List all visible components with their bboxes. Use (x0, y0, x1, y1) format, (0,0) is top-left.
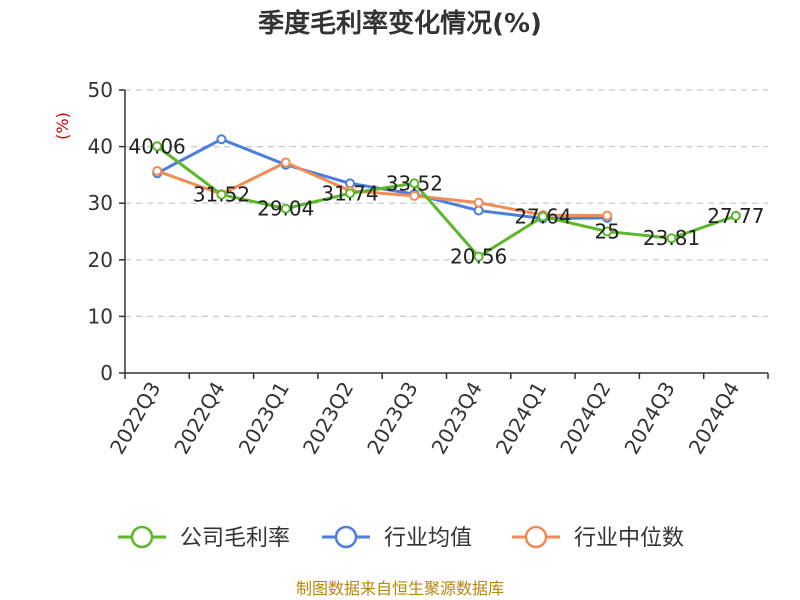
y-tick-label: 40 (88, 135, 113, 159)
data-point[interactable] (666, 233, 677, 244)
data-point[interactable] (280, 203, 291, 214)
data-point[interactable] (280, 157, 291, 168)
y-tick-label: 10 (88, 304, 113, 328)
legend-marker (130, 525, 154, 549)
legend-item[interactable]: 公司毛利率 (180, 526, 290, 551)
x-tick-label: 2024Q4 (684, 378, 744, 459)
chart-title: 季度毛利率变化情况(%) (258, 8, 542, 39)
data-label: 33.52 (386, 171, 443, 195)
data-label: 31.52 (193, 183, 250, 207)
y-tick-label: 20 (88, 248, 113, 272)
data-point[interactable] (473, 205, 484, 216)
y-tick-label: 30 (88, 191, 113, 215)
data-label: 40.06 (129, 134, 186, 158)
data-point[interactable] (409, 190, 420, 201)
data-point[interactable] (409, 178, 420, 189)
data-point[interactable] (216, 189, 227, 200)
legend-item[interactable]: 行业均值 (384, 526, 472, 551)
x-tick-label: 2024Q2 (555, 378, 615, 459)
x-tick-label: 2024Q1 (491, 378, 551, 459)
data-label: 31.74 (321, 181, 378, 205)
data-label: 29.04 (257, 197, 314, 221)
data-point[interactable] (345, 188, 356, 199)
x-tick-label: 2022Q3 (105, 378, 165, 459)
y-tick-label: 50 (88, 78, 113, 102)
data-point[interactable] (152, 165, 163, 176)
data-point[interactable] (216, 134, 227, 145)
data-point[interactable] (602, 226, 613, 237)
series-line (156, 160, 608, 218)
legend-marker (524, 525, 548, 549)
data-label: 20.56 (450, 245, 507, 269)
data-point[interactable] (152, 141, 163, 152)
source-note: 制图数据来自恒生聚源数据库 (296, 579, 504, 598)
x-tick-label: 2022Q4 (169, 378, 229, 459)
y-tick-label: 0 (100, 361, 113, 385)
x-tick-label: 2023Q3 (362, 378, 422, 459)
data-labels: 40.06 31.52 29.04 31.74 33.52 20.56 27.64 25 23.… (129, 134, 765, 268)
x-tick-label: 2023Q2 (298, 378, 358, 459)
x-tick-label: 2024Q3 (619, 378, 679, 459)
legend-marker (334, 525, 358, 549)
data-label: 27.77 (707, 204, 764, 228)
y-axis-label: (%) (53, 112, 72, 140)
data-label: 27.64 (514, 205, 571, 229)
series-lines (152, 134, 741, 262)
x-tick-label: 2023Q1 (234, 378, 294, 459)
legend[interactable]: 公司毛利率 行业均值 行业中位数 (118, 525, 684, 551)
data-point[interactable] (473, 251, 484, 262)
series-line (156, 145, 737, 259)
data-point[interactable] (602, 210, 613, 221)
data-label: 23.81 (643, 226, 700, 250)
legend-item[interactable]: 行业中位数 (574, 526, 684, 551)
data-label: 25 (595, 220, 620, 244)
data-point[interactable] (537, 211, 548, 222)
data-point[interactable] (473, 197, 484, 208)
x-tick-label: 2023Q4 (427, 378, 487, 459)
data-point[interactable] (730, 210, 741, 221)
